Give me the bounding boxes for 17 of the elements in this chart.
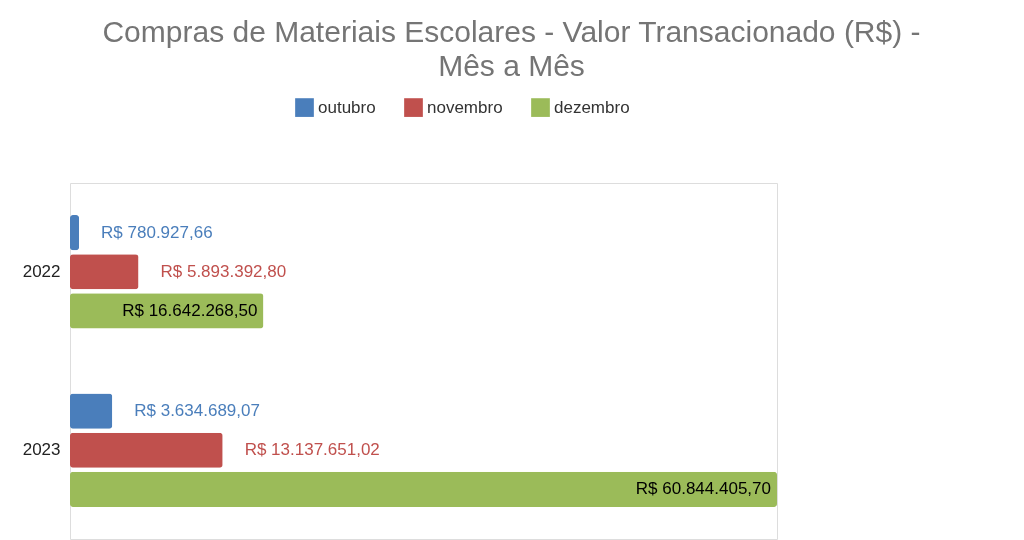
legend-label: novembro: [427, 97, 503, 117]
data-label: R$ 5.893.392,80: [160, 261, 287, 281]
bar: [70, 215, 80, 251]
bar: [70, 393, 113, 429]
data-label: R$ 780.927,66: [101, 222, 213, 242]
legend-label: dezembro: [554, 97, 630, 117]
data-label: R$ 16.642.268,50: [122, 300, 258, 320]
y-tick-label: 2023: [22, 440, 61, 460]
data-label: R$ 3.634.689,07: [134, 401, 260, 421]
y-tick-label: 2022: [22, 261, 61, 281]
data-label: R$ 13.137.651,02: [244, 440, 380, 460]
data-label: R$ 60.844.405,70: [635, 479, 771, 499]
bar: [70, 471, 777, 507]
chart-title: Compras de Materiais Escolares - Valor Transacionado (R$) - Mês a Mês: [102, 15, 921, 82]
bar: [70, 432, 223, 468]
legend-label: outubro: [318, 97, 376, 117]
bar: [70, 254, 139, 290]
